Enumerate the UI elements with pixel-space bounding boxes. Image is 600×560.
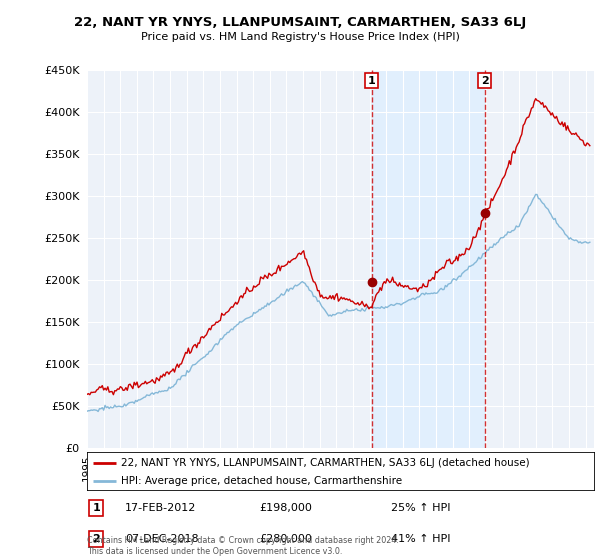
Bar [371,70,485,448]
Text: 07-DEC-2018: 07-DEC-2018 [125,534,199,544]
Text: £198,000: £198,000 [259,503,312,513]
Text: 41% ↑ HPI: 41% ↑ HPI [391,534,451,544]
Text: Contains HM Land Registry data © Crown copyright and database right 2024.
This d: Contains HM Land Registry data © Crown c… [87,536,399,556]
Text: 2: 2 [92,534,100,544]
Text: £280,000: £280,000 [259,534,312,544]
Text: 1: 1 [92,503,100,513]
Text: 22, NANT YR YNYS, LLANPUMSAINT, CARMARTHEN, SA33 6LJ: 22, NANT YR YNYS, LLANPUMSAINT, CARMARTH… [74,16,526,29]
Text: 1: 1 [368,76,376,86]
Text: 17-FEB-2012: 17-FEB-2012 [125,503,196,513]
Text: 22, NANT YR YNYS, LLANPUMSAINT, CARMARTHEN, SA33 6LJ (detached house): 22, NANT YR YNYS, LLANPUMSAINT, CARMARTH… [121,458,530,468]
Text: 2: 2 [481,76,488,86]
Text: 25% ↑ HPI: 25% ↑ HPI [391,503,451,513]
Text: Price paid vs. HM Land Registry's House Price Index (HPI): Price paid vs. HM Land Registry's House … [140,32,460,43]
Text: HPI: Average price, detached house, Carmarthenshire: HPI: Average price, detached house, Carm… [121,476,403,486]
